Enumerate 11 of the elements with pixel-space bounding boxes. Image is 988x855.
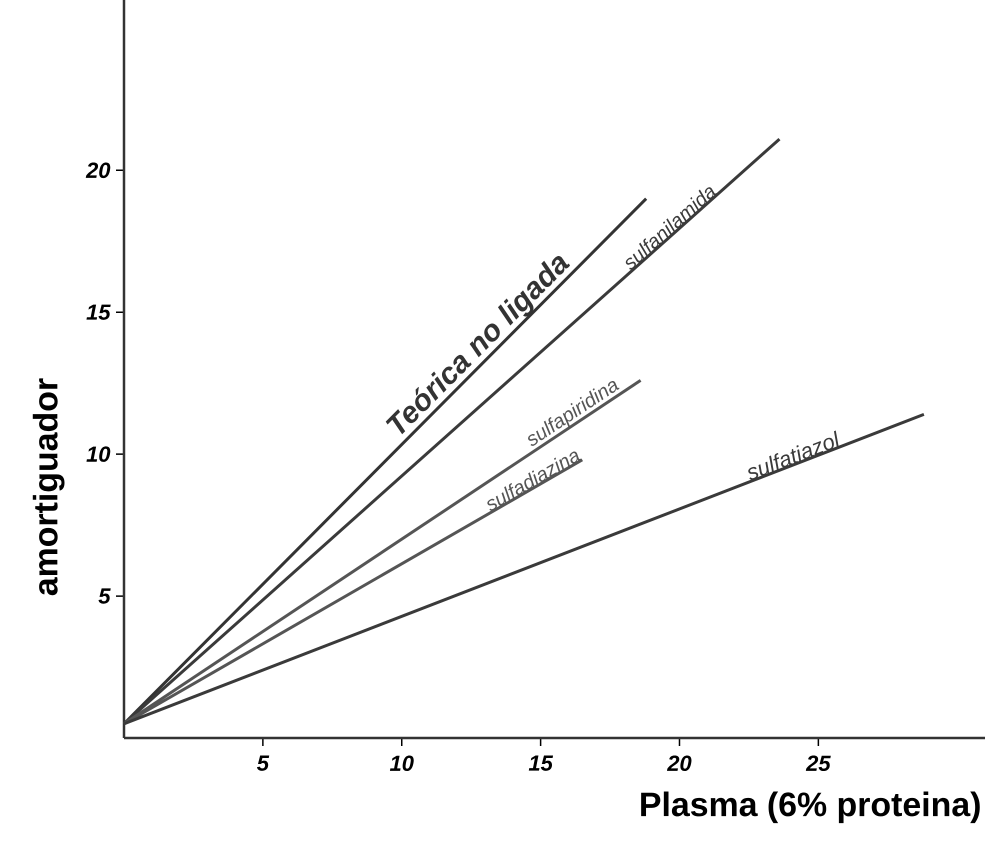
y-tick-label: 20	[86, 162, 110, 178]
y-tick-label: 15	[86, 304, 111, 320]
x-tick-label: 10	[390, 756, 414, 772]
x-tick-label: 5	[256, 756, 270, 771]
x-axis-title: Plasma (6% proteina)	[641, 792, 980, 824]
y-tick-label: 5	[98, 588, 111, 604]
y-axis-title: amortiguador	[32, 378, 65, 596]
x-tick-label: 15	[528, 756, 554, 771]
y-tick-label: 10	[86, 446, 110, 462]
x-tick-label: 25	[806, 756, 831, 772]
x-tick-label: 20	[666, 756, 692, 772]
